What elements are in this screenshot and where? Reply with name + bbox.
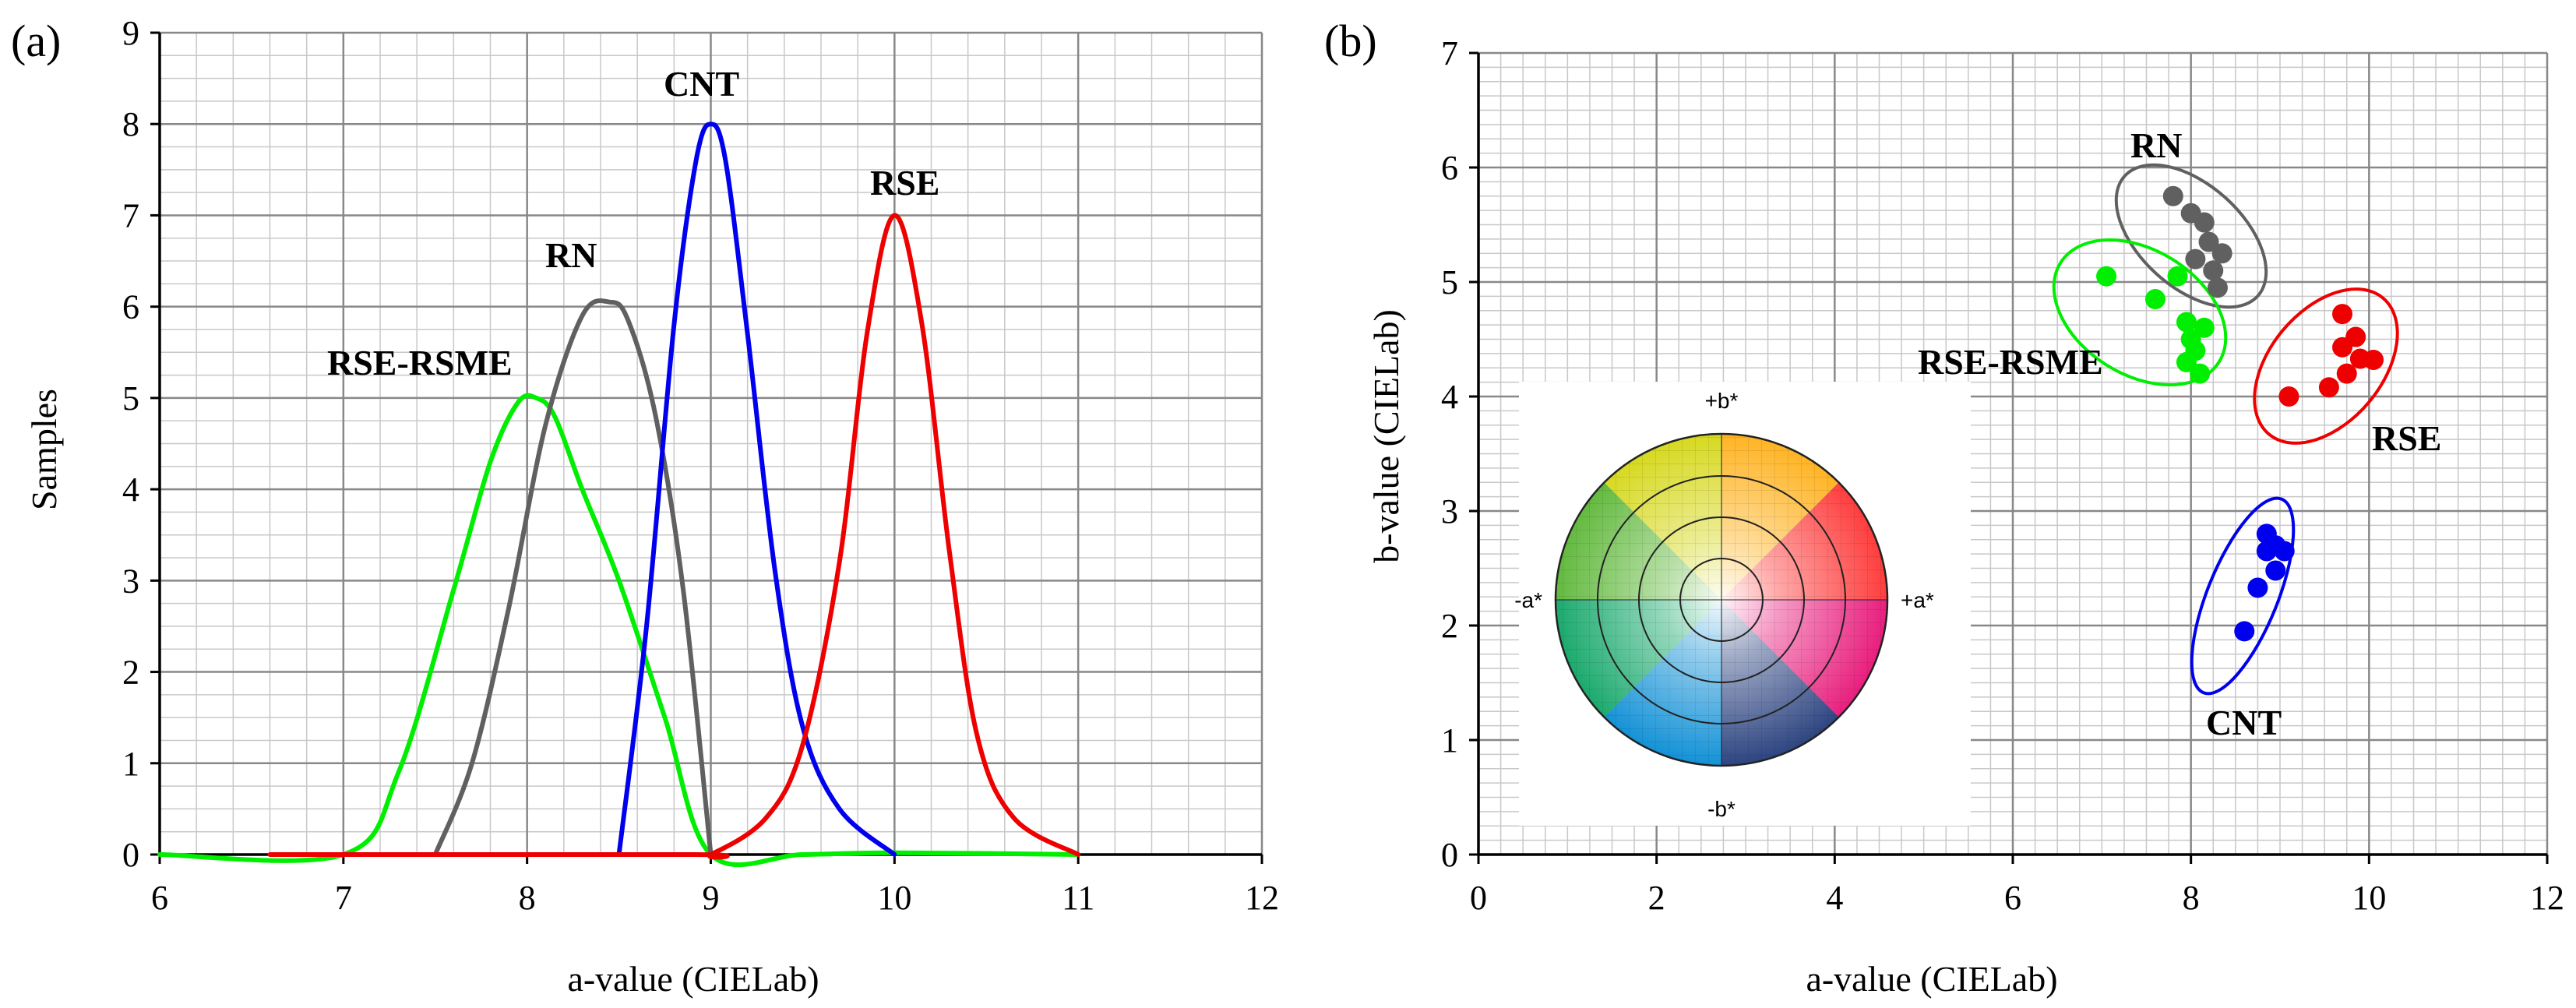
label-rn-a: RN — [545, 235, 597, 275]
y-tick-label: 0 — [1441, 836, 1458, 874]
scatter-point-cnt — [2234, 621, 2255, 642]
cluster-ellipse-rse — [2253, 287, 2399, 445]
x-tick-label: 10 — [2352, 879, 2386, 917]
x-tick-label: 2 — [1648, 879, 1665, 917]
series-line-rse-rsme — [157, 393, 1081, 868]
y-tick-label: 9 — [122, 14, 139, 52]
scatter-point-cnt — [2247, 577, 2268, 598]
scatter-point-rse-rsme — [2096, 266, 2117, 287]
panel-b-scatter-points — [2096, 185, 2384, 642]
y-tick-label: 4 — [1441, 378, 1458, 416]
label-rse-rsme-b: RSE-RSME — [1918, 342, 2103, 382]
wheel-label-minus-a: -a* — [1514, 588, 1542, 612]
panel-a-y-tick-labels: 0 1 2 3 4 5 6 7 8 9 — [122, 14, 139, 874]
panel-a-axes — [150, 31, 1263, 864]
cluster-ellipses — [2052, 163, 2399, 696]
x-tick-label: 10 — [877, 879, 911, 917]
scatter-point-rse — [2363, 349, 2384, 370]
y-tick-label: 1 — [1441, 721, 1458, 760]
panel-b-scatter-chart: (b) — [1324, 16, 2564, 999]
x-tick-label: 7 — [335, 879, 352, 917]
scatter-point-rse — [2318, 377, 2339, 398]
x-tick-label: 8 — [2183, 879, 2200, 917]
y-tick-label: 6 — [1441, 149, 1458, 187]
scatter-point-rn — [2198, 231, 2219, 252]
panel-b-y-tick-labels: 0 1 2 3 4 5 6 7 — [1441, 34, 1458, 874]
panel-a-x-tick-labels: 6 7 8 9 10 11 12 — [151, 879, 1279, 917]
cluster-ellipse-cnt — [2190, 496, 2296, 696]
x-tick-label: 0 — [1470, 879, 1487, 917]
y-tick-label: 3 — [122, 562, 139, 600]
scatter-point-rse-rsme — [2176, 312, 2197, 333]
scatter-point-rn — [2194, 212, 2215, 233]
series-line-rn — [432, 298, 714, 857]
scatter-point-rn — [2211, 243, 2232, 264]
cielab-color-wheel-inset: +b* -b* -a* +a* — [1514, 382, 1971, 826]
y-tick-label: 7 — [122, 196, 139, 234]
label-cnt-b: CNT — [2206, 703, 2282, 742]
series-line-cnt — [616, 122, 897, 857]
scatter-point-rse — [2332, 304, 2353, 325]
wheel-label-minus-b: -b* — [1707, 797, 1736, 821]
x-tick-label: 12 — [2530, 879, 2564, 917]
panel-b-x-tick-labels: 0 2 4 6 8 10 12 — [1470, 879, 2564, 917]
wheel-label-plus-a: +a* — [1901, 588, 1934, 612]
cluster-ellipse-rse-rsme — [2052, 238, 2228, 386]
scatter-point-rse — [2332, 337, 2353, 358]
label-rse-rsme-a: RSE-RSME — [327, 343, 513, 382]
panel-a-x-axis-title: a-value (CIELab) — [567, 959, 819, 999]
label-rse-b: RSE — [2372, 418, 2441, 458]
scatter-point-rn — [2185, 248, 2206, 270]
y-tick-label: 5 — [1441, 263, 1458, 301]
wheel-label-plus-b: +b* — [1705, 389, 1739, 413]
y-tick-label: 5 — [122, 379, 139, 418]
scatter-point-rn — [2203, 260, 2224, 281]
scatter-point-rse-rsme — [2194, 317, 2215, 338]
y-tick-label: 3 — [1441, 492, 1458, 530]
x-tick-label: 8 — [519, 879, 536, 917]
panel-b-x-axis-title: a-value (CIELab) — [1806, 959, 2057, 999]
color-wheel-rings — [1556, 434, 1887, 766]
scatter-point-rn — [2207, 277, 2228, 298]
scatter-point-rse-rsme — [2176, 351, 2197, 372]
y-tick-label: 1 — [122, 745, 139, 783]
scatter-point-rse-rsme — [2167, 266, 2188, 287]
scatter-point-rse — [2336, 363, 2357, 384]
y-tick-label: 6 — [122, 288, 139, 326]
panel-a-label: (a) — [11, 16, 61, 66]
cluster-ellipse-rn — [2114, 163, 2268, 309]
y-tick-label: 0 — [122, 836, 139, 874]
x-tick-label: 9 — [703, 879, 720, 917]
y-tick-label: 2 — [1441, 607, 1458, 645]
scatter-point-rse — [2278, 386, 2299, 407]
panel-b-y-axis-title: b-value (CIELab) — [1366, 309, 1406, 563]
label-rse-a: RSE — [870, 163, 939, 203]
scatter-point-rse-rsme — [2190, 363, 2211, 384]
y-tick-label: 8 — [122, 105, 139, 143]
panel-b-axes — [1469, 51, 2549, 864]
scatter-point-cnt — [2274, 541, 2295, 562]
y-tick-label: 4 — [122, 471, 139, 509]
x-tick-label: 11 — [1062, 879, 1094, 917]
color-wheel — [1556, 434, 1887, 766]
label-rn-b: RN — [2130, 125, 2182, 165]
x-tick-label: 12 — [1245, 879, 1279, 917]
x-tick-label: 6 — [151, 879, 168, 917]
scatter-point-rse-rsme — [2144, 289, 2165, 310]
scatter-point-rn — [2162, 185, 2183, 206]
panel-b-label: (b) — [1324, 16, 1377, 66]
y-tick-label: 7 — [1441, 34, 1458, 72]
scatter-point-cnt — [2265, 560, 2286, 581]
label-cnt-a: CNT — [664, 64, 739, 104]
x-tick-label: 6 — [2004, 879, 2021, 917]
y-tick-label: 2 — [122, 654, 139, 692]
scatter-point-cnt — [2256, 541, 2277, 562]
panel-a-y-axis-title: Samples — [24, 389, 64, 510]
x-tick-label: 4 — [1826, 879, 1843, 917]
series-line-rse — [267, 213, 1081, 860]
panel-a-series-lines — [157, 122, 1081, 868]
